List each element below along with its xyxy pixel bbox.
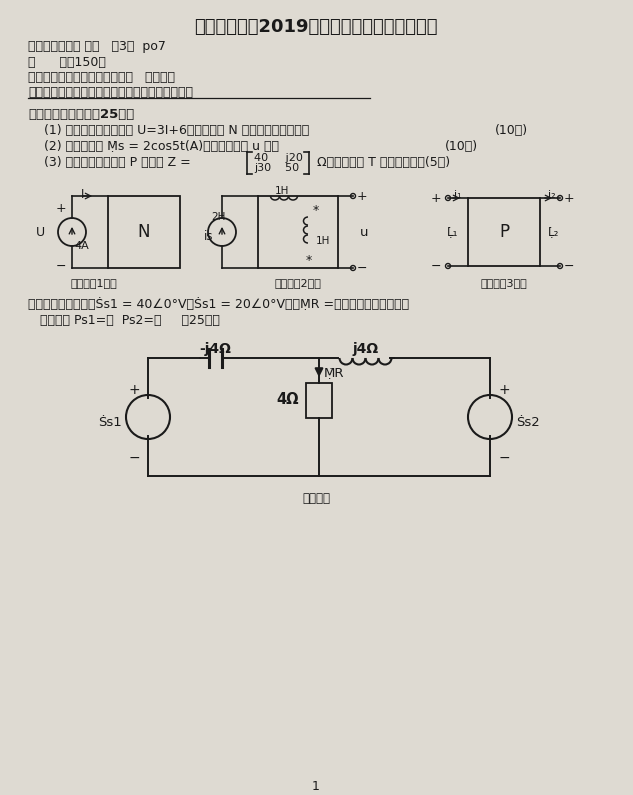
Text: 1H: 1H	[316, 236, 330, 246]
Text: Ḷ̇₂: Ḷ̇₂	[548, 226, 560, 238]
Text: P: P	[499, 223, 509, 241]
Bar	[258, 196, 338, 268]
Text: j30    50: j30 50	[254, 163, 299, 173]
Text: *: *	[313, 204, 319, 217]
Text: 一、简答与分析题（25分）: 一、简答与分析题（25分）	[28, 108, 134, 121]
Text: +: +	[128, 383, 140, 397]
Text: 有功功率 Ps1=？  Ps2=？     （25分）: 有功功率 Ps1=？ Ps2=？ （25分）	[28, 314, 220, 327]
Text: 2H: 2H	[211, 212, 225, 222]
Text: +: +	[498, 383, 510, 397]
Text: 第一题（1）图: 第一题（1）图	[71, 278, 117, 288]
Text: u: u	[360, 226, 368, 238]
Text: -j4Ω: -j4Ω	[199, 342, 231, 356]
Text: (2) 图示，已知 Ṃ̇s = 2cos5t(A)，则开路电压 u ＝？: (2) 图示，已知 Ṃ̇s = 2cos5t(A)，则开路电压 u ＝？	[28, 140, 279, 153]
Text: j4Ω: j4Ω	[353, 342, 379, 356]
Text: is: is	[204, 230, 213, 243]
Text: 考试科目：《电 路》   共3页  po7: 考试科目：《电 路》 共3页 po7	[28, 40, 166, 53]
Text: −: −	[357, 262, 368, 274]
Text: −: −	[498, 451, 510, 465]
Text: U: U	[36, 226, 45, 238]
Text: 注意：答案必须写在答题纸上，写在题答上无效。: 注意：答案必须写在答题纸上，写在题答上无效。	[28, 86, 193, 99]
Bar	[468, 198, 540, 266]
Text: Ṃ̇R: Ṃ̇R	[324, 366, 344, 379]
Text: +: +	[56, 202, 66, 215]
Text: 1: 1	[312, 780, 320, 793]
Text: Ṡ̇s2: Ṡ̇s2	[516, 416, 540, 429]
Text: Ṡ̇s1: Ṡ̇s1	[98, 416, 122, 429]
Text: Ḷ̇₁: Ḷ̇₁	[448, 226, 459, 238]
Text: Ω，试画出其 T 型等效电路。(5分): Ω，试画出其 T 型等效电路。(5分)	[313, 156, 450, 169]
Text: −: −	[128, 451, 140, 465]
Text: I: I	[81, 188, 85, 201]
Text: 适用专业：农业电气化与自动化   电气工程: 适用专业：农业电气化与自动化 电气工程	[28, 71, 175, 84]
Text: 第一题（3）图: 第一题（3）图	[480, 278, 527, 288]
Text: *: *	[306, 254, 312, 267]
Text: 第二题图: 第二题图	[302, 492, 330, 505]
Text: 没阳农业大卦2019年硕士研究生入学初试试题: 没阳农业大卦2019年硕士研究生入学初试试题	[194, 18, 438, 36]
Bar	[306, 383, 332, 418]
Text: −: −	[564, 259, 575, 273]
Text: 4A: 4A	[74, 241, 89, 251]
Text: 第一题（2）图: 第一题（2）图	[275, 278, 322, 288]
Text: i₂: i₂	[548, 190, 556, 200]
Text: −: −	[56, 260, 66, 273]
Text: N: N	[138, 223, 150, 241]
Text: (10分): (10分)	[445, 140, 478, 153]
Text: 40     j20: 40 j20	[254, 153, 303, 163]
Text: 分      値：150分: 分 値：150分	[28, 56, 106, 69]
Text: +: +	[357, 189, 368, 203]
Text: −: −	[430, 259, 441, 273]
Text: 二、图示电路，已知Ṡ̇s1 = 40∠0°V，Ṡ̇s1 = 20∠0°V，求Ṃ̇R =？以及两个电源发出的: 二、图示电路，已知Ṡ̇s1 = 40∠0°V，Ṡ̇s1 = 20∠0°V，求Ṃ̇…	[28, 298, 409, 311]
Text: +: +	[430, 192, 441, 204]
Bar	[108, 196, 180, 268]
Text: +: +	[564, 192, 575, 204]
Text: (3) 图示，已知二端口 P 的参数 Z =: (3) 图示，已知二端口 P 的参数 Z =	[28, 156, 195, 169]
Text: i₁: i₁	[454, 190, 461, 200]
Text: (1) 图示，已知伏安关系 U=3I+6，求一端口 N 的戴维南等效电路。: (1) 图示，已知伏安关系 U=3I+6，求一端口 N 的戴维南等效电路。	[28, 124, 310, 137]
Text: 4Ω: 4Ω	[277, 393, 299, 408]
Text: 1H: 1H	[275, 186, 289, 196]
Text: (10分): (10分)	[495, 124, 528, 137]
